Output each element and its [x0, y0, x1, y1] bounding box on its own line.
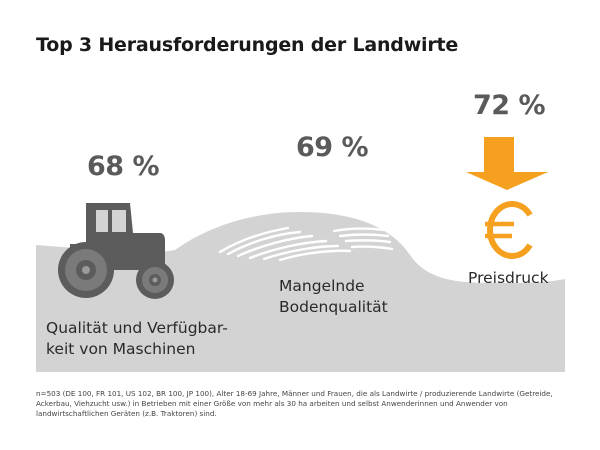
category-label-line: Qualität und Verfügbar- [46, 319, 228, 337]
down-arrow-icon [466, 137, 548, 190]
category-label-line: keit von Maschinen [46, 340, 196, 358]
value-label-preisdruck: 72 % [473, 90, 546, 121]
category-label-bodenqualitaet: Mangelnde Bodenqualität [279, 276, 429, 318]
category-label-line: Preisdruck [468, 269, 549, 287]
footnote: n=503 (DE 100, FR 101, US 102, BR 100, J… [36, 389, 553, 418]
euro-icon [485, 201, 533, 259]
value-label-maschinen: 68 % [87, 151, 160, 182]
chart-title: Top 3 Herausforderungen der Landwirte [36, 34, 459, 56]
category-label-line: Bodenqualität [279, 298, 388, 316]
tractor-icon [58, 203, 174, 299]
category-label-line: Mangelnde [279, 277, 365, 295]
hill-background [36, 212, 565, 372]
field-furrows-icon [218, 226, 394, 262]
value-label-bodenqualitaet: 69 % [296, 132, 369, 163]
category-label-maschinen: Qualität und Verfügbar- keit von Maschin… [46, 318, 276, 360]
category-label-preisdruck: Preisdruck [468, 268, 578, 289]
